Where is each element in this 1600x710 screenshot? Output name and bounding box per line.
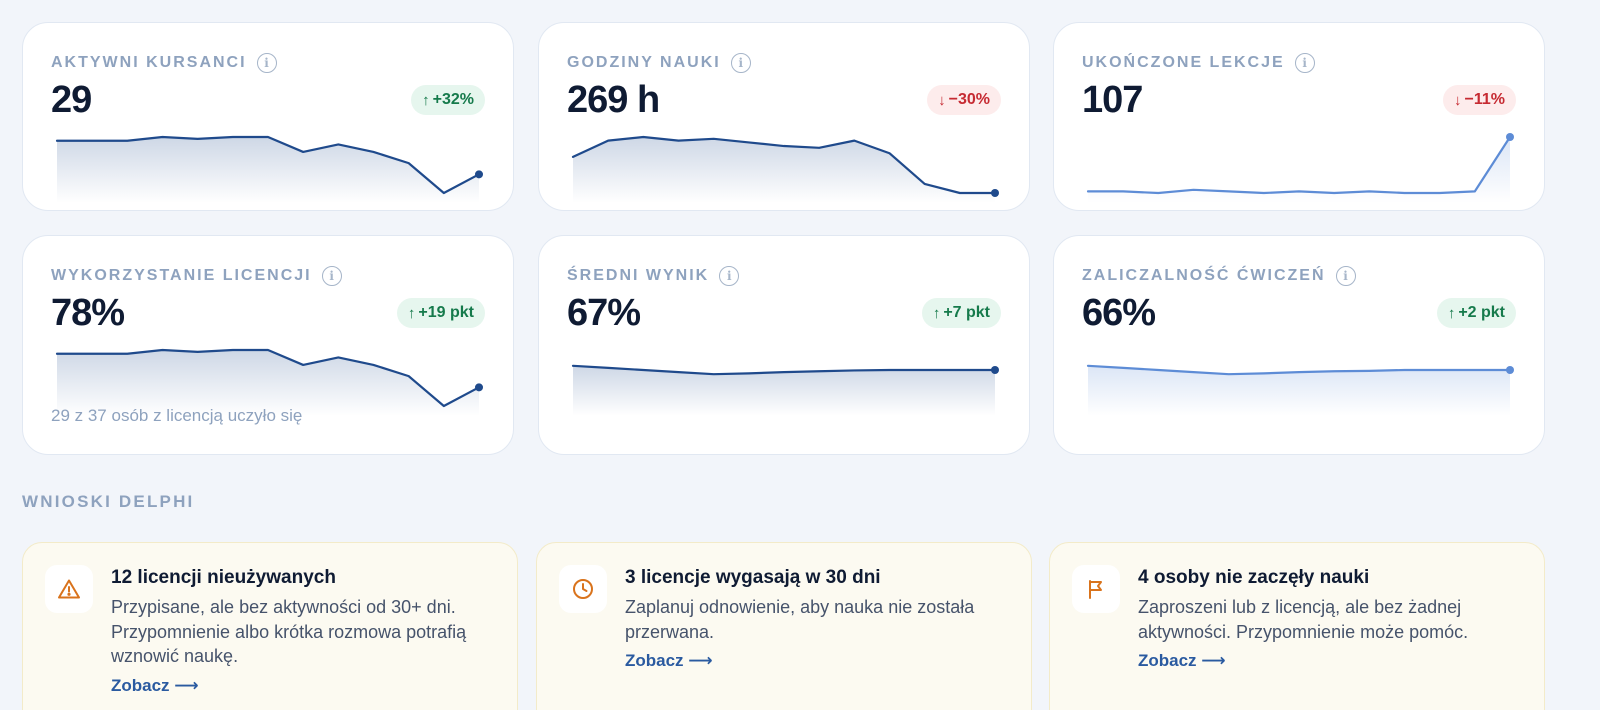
insight-title: 3 licencje wygasają w 30 dni — [625, 567, 881, 588]
info-icon[interactable]: i — [1335, 266, 1356, 286]
sparkline-area — [57, 137, 479, 203]
kpi-title: GODZINY NAUKI i — [567, 53, 751, 73]
trend-arrow-icon: ↑ — [407, 304, 416, 322]
see-more-link[interactable]: Zobacz ⟶ — [625, 651, 713, 670]
clock-icon — [559, 565, 607, 613]
kpi-value: 29 — [51, 79, 92, 121]
trend-badge: ↑ +7 pkt — [921, 298, 1001, 328]
trend-badge: ↑ +32% — [411, 85, 485, 115]
sparkline-line — [571, 364, 997, 376]
info-icon[interactable]: i — [321, 266, 342, 286]
trend-badge: ↓ −30% — [927, 85, 1001, 115]
sparkline-line — [571, 135, 997, 195]
flag-icon — [1072, 565, 1120, 613]
sparkline-line — [1086, 364, 1512, 376]
sparkline — [55, 135, 483, 203]
sparkline — [571, 135, 999, 203]
sparkline-area — [1088, 365, 1510, 416]
kpi-card-exercise-pass-rate: ZALICZALNOŚĆ ĆWICZEŃ i 66% ↑ +2 pkt — [1053, 235, 1545, 455]
kpi-card-license-usage: WYKORZYSTANIE LICENCJI i 78% ↑ +19 pkt 29 … — [22, 235, 514, 455]
sparkline-area — [57, 350, 479, 416]
insight-text: Przypisane, ale bez aktywności od 30+ dn… — [111, 597, 467, 666]
sparkline-end-point — [991, 366, 999, 374]
see-more-link[interactable]: Zobacz ⟶ — [1138, 651, 1226, 670]
info-icon[interactable]: i — [256, 53, 277, 73]
kpi-card-learning-hours: GODZINY NAUKI i 269 h ↓ −30% — [538, 22, 1030, 211]
insight-card-unused-licenses: 12 licencji nieużywanych Przypisane, ale… — [22, 542, 518, 710]
kpi-value: 66% — [1082, 292, 1156, 334]
insight-text: Zaproszeni lub z licencją, ale bez żadne… — [1138, 597, 1469, 642]
sparkline — [571, 364, 999, 416]
insight-title: 4 osoby nie zaczęły nauki — [1138, 567, 1370, 588]
sparkline-area — [1088, 137, 1510, 203]
kpi-card-completed-lessons: UKOŃCZONE LEKCJE i 107 ↓ −11% — [1053, 22, 1545, 211]
warning-triangle-icon — [45, 565, 93, 613]
trend-badge: ↑ +2 pkt — [1436, 298, 1516, 328]
trend-arrow-icon: ↑ — [422, 91, 430, 109]
insight-card-expiring-licenses: 3 licencje wygasają w 30 dni Zaplanuj od… — [536, 542, 1032, 710]
info-icon[interactable]: i — [719, 266, 740, 286]
sparkline — [1086, 133, 1514, 203]
kpi-card-active-learners: AKTYWNI KURSANCI i 29 ↑ +32% — [22, 22, 514, 211]
kpi-value: 78% — [51, 292, 125, 334]
sparkline-end-point — [1506, 133, 1514, 141]
kpi-title: ŚREDNI WYNIK i — [567, 266, 740, 286]
sparkline-end-point — [991, 189, 999, 197]
kpi-title: ZALICZALNOŚĆ ĆWICZEŃ i — [1082, 266, 1356, 286]
sparkline-line — [1086, 135, 1512, 195]
trend-arrow-icon: ↓ — [938, 91, 946, 109]
sparkline-line — [55, 135, 481, 195]
info-icon[interactable]: i — [730, 53, 751, 73]
trend-badge: ↑ +19 pkt — [396, 298, 485, 328]
insight-text: Zaplanuj odnowienie, aby nauka nie zosta… — [625, 597, 975, 642]
kpi-note: 29 z 37 osób z licencją uczyło się — [51, 406, 303, 425]
sparkline-end-point — [475, 383, 483, 392]
sparkline-area — [573, 365, 995, 416]
insight-card-not-started: 4 osoby nie zaczęły nauki Zaproszeni lub… — [1049, 542, 1545, 710]
trend-arrow-icon: ↑ — [932, 304, 941, 322]
trend-arrow-icon: ↓ — [1454, 91, 1462, 109]
kpi-value: 269 h — [567, 79, 660, 121]
sparkline — [55, 348, 483, 416]
sparkline-end-point — [475, 170, 483, 179]
sparkline-line — [55, 348, 481, 408]
kpi-title: UKOŃCZONE LEKCJE i — [1082, 53, 1315, 73]
info-icon[interactable]: i — [1294, 53, 1315, 73]
sparkline-end-point — [1506, 366, 1514, 374]
insight-title: 12 licencji nieużywanych — [111, 567, 336, 588]
kpi-title: WYKORZYSTANIE LICENCJI i — [51, 266, 342, 286]
kpi-title: AKTYWNI KURSANCI i — [51, 53, 277, 73]
sparkline — [1086, 364, 1514, 416]
insights-section-title: WNIOSKI DELPHI — [22, 492, 195, 511]
kpi-value: 107 — [1082, 79, 1143, 121]
kpi-card-average-score: ŚREDNI WYNIK i 67% ↑ +7 pkt — [538, 235, 1030, 455]
trend-arrow-icon: ↑ — [1447, 304, 1456, 322]
see-more-link[interactable]: Zobacz ⟶ — [111, 675, 199, 695]
trend-badge: ↓ −11% — [1443, 85, 1516, 115]
kpi-value: 67% — [567, 292, 641, 334]
